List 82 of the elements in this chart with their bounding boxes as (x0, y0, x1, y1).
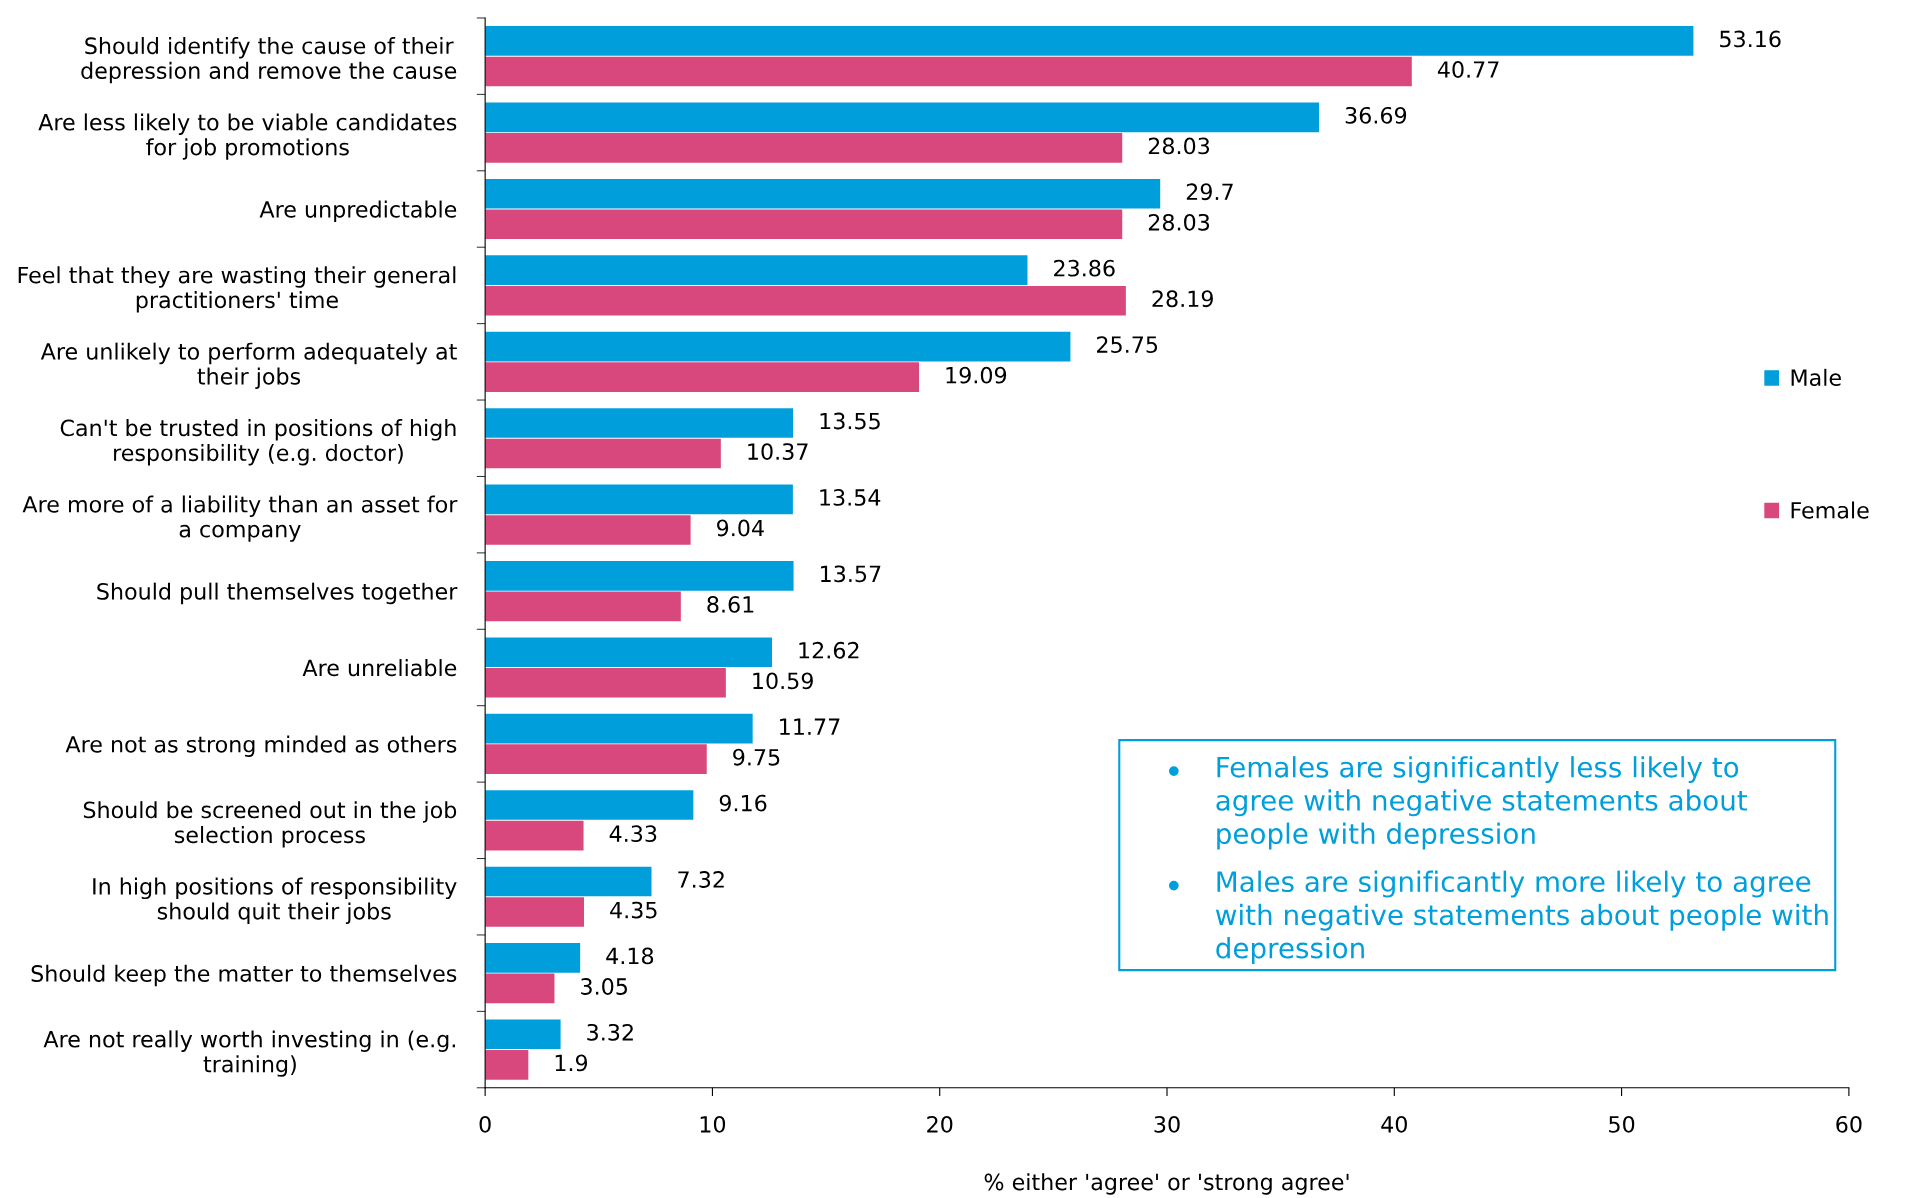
data-label: 36.69 (1345, 106, 1407, 124)
x-tick-label: 60 (1836, 1115, 1862, 1133)
data-label: 7.32 (678, 871, 724, 888)
bar (485, 362, 920, 392)
y-tick-label: Should be screened out in the job selection process (83, 801, 457, 848)
x-tick-label: 40 (1381, 1115, 1407, 1133)
bar (485, 591, 681, 622)
data-label: 3.32 (587, 1023, 633, 1041)
bar (485, 744, 707, 775)
data-label: 4.35 (610, 901, 657, 919)
bar (485, 897, 585, 927)
y-tick-label: Are unlikely to perform adequately at their jobs (40, 342, 457, 390)
data-label: 4.18 (606, 947, 654, 965)
data-label: 25.75 (1097, 336, 1158, 353)
data-label: 13.57 (821, 565, 881, 583)
data-label: 10.37 (748, 443, 808, 460)
data-label: 10.59 (753, 672, 813, 690)
data-label: 23.86 (1054, 259, 1115, 277)
y-tick-label: Are not really worth investing in (e.g. training) (43, 1030, 455, 1077)
bar (485, 1019, 561, 1050)
data-label: 9.04 (717, 519, 764, 537)
bar (485, 820, 584, 851)
data-label: 12.62 (799, 641, 859, 659)
data-label: 19.09 (946, 366, 1007, 384)
legend-label: Male (1791, 368, 1841, 387)
bar (485, 331, 1071, 362)
data-label: 11.77 (780, 718, 840, 735)
y-tick-label: In high positions of responsibility should quit their jobs (93, 877, 457, 924)
bar (485, 1050, 529, 1080)
data-label: 28.03 (1148, 213, 1210, 231)
y-tick-label: Are less likely to be viable candidates for job promotions (38, 113, 457, 160)
bar (485, 515, 691, 545)
bar (485, 484, 793, 515)
bar (485, 943, 581, 973)
data-label: 1.9 (555, 1054, 588, 1072)
y-tick-label: Are more of a liability than an asset for a company (22, 495, 458, 542)
bar (485, 713, 753, 744)
data-label: 8.61 (707, 596, 754, 613)
data-label: 53.16 (1720, 30, 1781, 48)
annotation: Females are significantly less likely to agree with negative statements about people with depression (1216, 756, 1748, 850)
x-tick-label: 30 (1154, 1115, 1180, 1133)
y-tick-label: Should identify the cause of their depression and remove the cause (81, 36, 457, 84)
y-tick-label: Should keep the matter to themselves (31, 964, 457, 987)
bar (485, 637, 772, 668)
bar (485, 973, 555, 1004)
data-label: 40.77 (1437, 61, 1499, 78)
data-label: 3.05 (581, 978, 627, 995)
bar (485, 209, 1123, 240)
data-label: 28.03 (1148, 137, 1210, 155)
bar (485, 408, 794, 438)
bar (485, 790, 694, 820)
bar (485, 133, 1123, 163)
bar (485, 667, 726, 698)
annotation: Males are significantly more likely to agree with negative statements about people with depression (1215, 870, 1828, 964)
data-label: 29.7 (1186, 183, 1233, 201)
bar (485, 438, 721, 469)
legend-label: Female (1791, 501, 1869, 519)
y-tick-label: Feel that they are wasting their general practitioners' time (18, 266, 456, 313)
bar (485, 26, 1694, 56)
data-label: 4.33 (609, 825, 657, 843)
data-label: 9.16 (719, 794, 767, 812)
x-tick-label: 0 (479, 1115, 491, 1133)
y-tick-label: Should pull themselves together (97, 582, 458, 605)
bar (485, 560, 794, 591)
y-tick-label: Can't be trusted in positions of high responsibility (e.g. doctor) (60, 419, 456, 466)
bar (485, 285, 1126, 316)
x-tick-label: 10 (700, 1115, 726, 1133)
data-label: 9.75 (733, 748, 780, 766)
x-tick-label: 20 (927, 1115, 953, 1133)
bar (485, 56, 1412, 87)
y-tick-label: Are not as strong minded as others (65, 735, 457, 757)
data-label: 28.19 (1152, 290, 1213, 308)
x-axis-title: % either 'agree' or 'strong agree' (984, 1173, 1349, 1195)
bar (485, 102, 1320, 133)
x-tick-label: 50 (1609, 1115, 1635, 1133)
data-label: 13.54 (820, 489, 881, 506)
data-label: 13.55 (820, 412, 880, 430)
bar (485, 178, 1161, 209)
bar (485, 255, 1028, 285)
bar (485, 866, 652, 897)
y-tick-label: Are unpredictable (259, 200, 457, 223)
y-tick-label: Are unreliable (302, 659, 457, 677)
